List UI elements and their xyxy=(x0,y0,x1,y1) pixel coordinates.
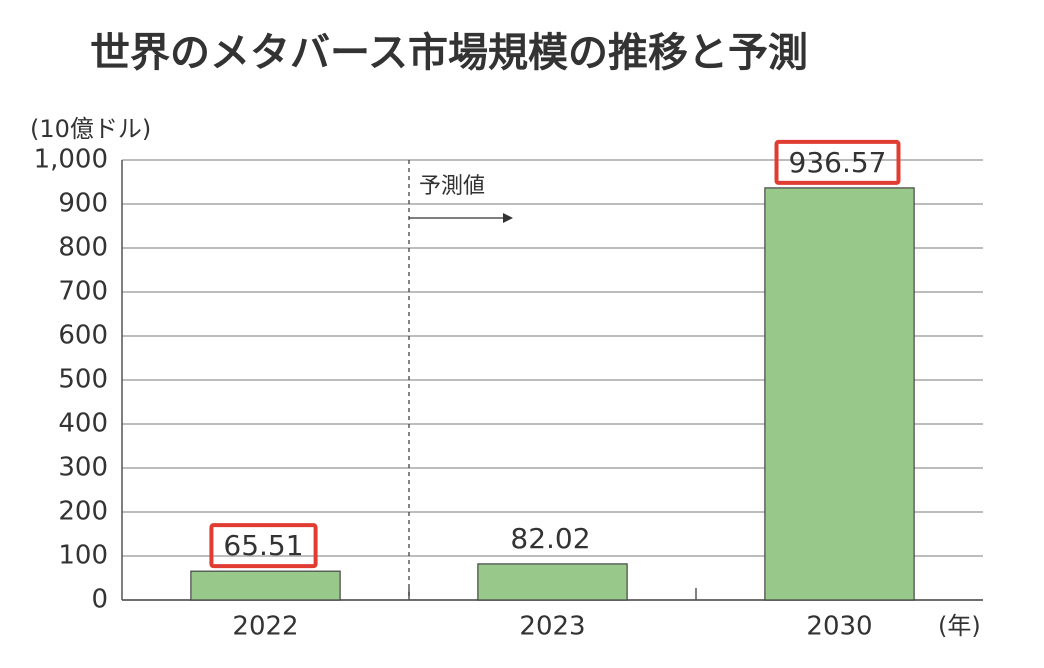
y-tick-label: 700 xyxy=(58,277,108,307)
y-tick-label: 600 xyxy=(58,321,108,351)
x-tick-label: 2023 xyxy=(519,612,585,642)
y-tick-label: 500 xyxy=(58,365,108,395)
y-tick-label: 900 xyxy=(58,189,108,219)
y-tick-label: 100 xyxy=(58,541,108,571)
annotation-arrowhead xyxy=(503,213,513,223)
y-tick-label: 300 xyxy=(58,453,108,483)
y-tick-label: 200 xyxy=(58,497,108,527)
y-tick-label: 400 xyxy=(58,409,108,439)
y-axis-label: (10億ドル) xyxy=(30,115,151,143)
value-label: 65.51 xyxy=(223,529,303,562)
value-label: 82.02 xyxy=(510,522,590,555)
bar xyxy=(190,570,341,601)
highlight-box xyxy=(774,139,901,185)
y-tick-label: 1,000 xyxy=(34,145,108,175)
bar xyxy=(764,187,915,601)
highlight-box xyxy=(209,523,318,569)
y-tick-label: 800 xyxy=(58,233,108,263)
bar xyxy=(477,563,628,601)
annotation: 予測値 xyxy=(419,174,485,199)
x-tick-label: 2022 xyxy=(232,612,298,642)
value-label: 936.57 xyxy=(789,146,887,179)
chart-title: 世界のメタバース市場規模の推移と予測 xyxy=(90,30,808,76)
y-tick-label: 0 xyxy=(91,585,108,615)
x-tick-label: 2030 xyxy=(806,612,872,642)
x-axis-label: (年) xyxy=(938,612,981,640)
